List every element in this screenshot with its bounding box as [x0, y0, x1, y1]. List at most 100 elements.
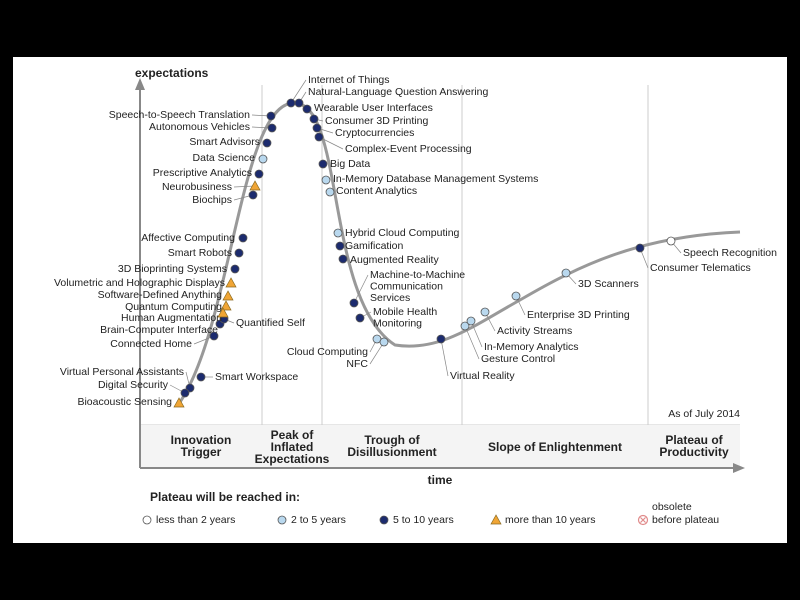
label: Connected Home	[110, 338, 192, 350]
technology-marker	[249, 180, 261, 191]
technology-marker	[225, 277, 237, 288]
label: 2 to 5 years	[291, 514, 346, 526]
label: Slope of Enlightenment	[488, 440, 622, 454]
legend-marker	[277, 515, 287, 525]
label: Bioacoustic Sensing	[77, 396, 172, 408]
leader-line	[470, 320, 483, 348]
technology-marker	[209, 331, 219, 341]
label: Expectations	[255, 452, 330, 466]
label: more than 10 years	[505, 514, 595, 526]
y-axis-label: expectations	[135, 66, 209, 80]
label: Neurobusiness	[162, 181, 232, 193]
phase-band	[140, 425, 740, 468]
label: Inflated	[271, 440, 314, 454]
legend-marker-cross	[640, 517, 646, 523]
label: Plateau of	[665, 433, 723, 447]
label: Brain-Computer Interface	[100, 324, 218, 336]
label: Services	[370, 292, 410, 304]
label: Communication	[370, 280, 443, 292]
label: Speech Recognition	[683, 247, 777, 259]
label: In-Memory Analytics	[484, 341, 579, 353]
label: before plateau	[652, 514, 719, 526]
label: NFC	[346, 358, 368, 370]
label: Data Science	[193, 152, 256, 164]
technology-marker	[294, 98, 304, 108]
technology-marker	[333, 228, 343, 238]
label: Autonomous Vehicles	[149, 121, 250, 133]
label: Augmented Reality	[350, 254, 439, 266]
label: Affective Computing	[141, 232, 235, 244]
label: Cloud Computing	[287, 346, 368, 358]
technology-marker	[230, 264, 240, 274]
legend-marker	[142, 515, 152, 525]
leader-line	[464, 325, 480, 360]
technology-marker	[286, 98, 296, 108]
label: Monitoring	[373, 317, 422, 329]
hype-curve	[176, 101, 741, 406]
label: 3D Bioprinting Systems	[118, 263, 227, 275]
technology-marker	[349, 298, 359, 308]
x-arrow	[733, 463, 745, 473]
technology-marker	[254, 169, 264, 179]
technology-marker	[436, 334, 446, 344]
label: In-Memory Database Management Systems	[333, 173, 538, 185]
technology-marker	[335, 241, 345, 251]
label: Gesture Control	[481, 353, 555, 365]
label: Wearable User Interfaces	[314, 102, 433, 114]
label: Digital Security	[98, 379, 169, 391]
x-axis-label: time	[428, 473, 453, 487]
label: Cryptocurrencies	[335, 127, 414, 139]
technology-marker	[460, 321, 470, 331]
technology-marker	[302, 104, 312, 114]
leader-line	[318, 136, 344, 150]
label: Enterprise 3D Printing	[527, 309, 630, 321]
technology-marker	[318, 159, 328, 169]
label: Trough of	[364, 433, 420, 447]
legend-marker	[490, 514, 502, 525]
label: Human Augmentation	[121, 312, 222, 324]
label: Speech-to-Speech Translation	[109, 109, 250, 121]
label: Innovation	[171, 433, 232, 447]
label: Volumetric and Holographic Displays	[54, 277, 225, 289]
technology-marker	[196, 372, 206, 382]
technology-marker	[222, 290, 234, 301]
technology-marker	[466, 316, 476, 326]
technology-marker	[173, 397, 185, 408]
label: Natural-Language Question Answering	[308, 86, 489, 98]
leader-line	[353, 274, 369, 304]
leader-line	[233, 185, 256, 188]
label: Trigger	[181, 445, 222, 459]
label: Consumer Telematics	[650, 262, 751, 274]
label: Complex-Event Processing	[345, 143, 472, 155]
technology-marker	[312, 123, 322, 133]
leader-line	[440, 338, 449, 377]
label: Virtual Personal Assistants	[60, 366, 184, 378]
label: Hybrid Cloud Computing	[345, 227, 460, 239]
technology-marker	[355, 313, 365, 323]
note: As of July 2014	[668, 408, 740, 420]
technology-marker	[220, 300, 232, 311]
technology-marker	[234, 248, 244, 258]
label: Virtual Reality	[450, 370, 515, 382]
label: Machine-to-Machine	[370, 269, 465, 281]
label: Internet of Things	[308, 74, 390, 86]
label: Quantum Computing	[125, 301, 222, 313]
label: Consumer 3D Printing	[325, 115, 428, 127]
label: Gamification	[345, 240, 404, 252]
label: Activity Streams	[497, 325, 572, 337]
technology-marker	[511, 291, 521, 301]
label: Content Analytics	[336, 185, 417, 197]
legend-marker	[379, 515, 389, 525]
legend-title: Plateau will be reached in:	[150, 490, 300, 504]
label: Smart Workspace	[215, 371, 298, 383]
technology-marker	[314, 132, 324, 142]
technology-marker	[635, 243, 645, 253]
technology-marker	[480, 307, 490, 317]
technology-marker	[258, 154, 268, 164]
label: Productivity	[659, 445, 729, 459]
technology-marker	[379, 337, 389, 347]
label: 5 to 10 years	[393, 514, 454, 526]
y-arrow	[135, 78, 145, 90]
